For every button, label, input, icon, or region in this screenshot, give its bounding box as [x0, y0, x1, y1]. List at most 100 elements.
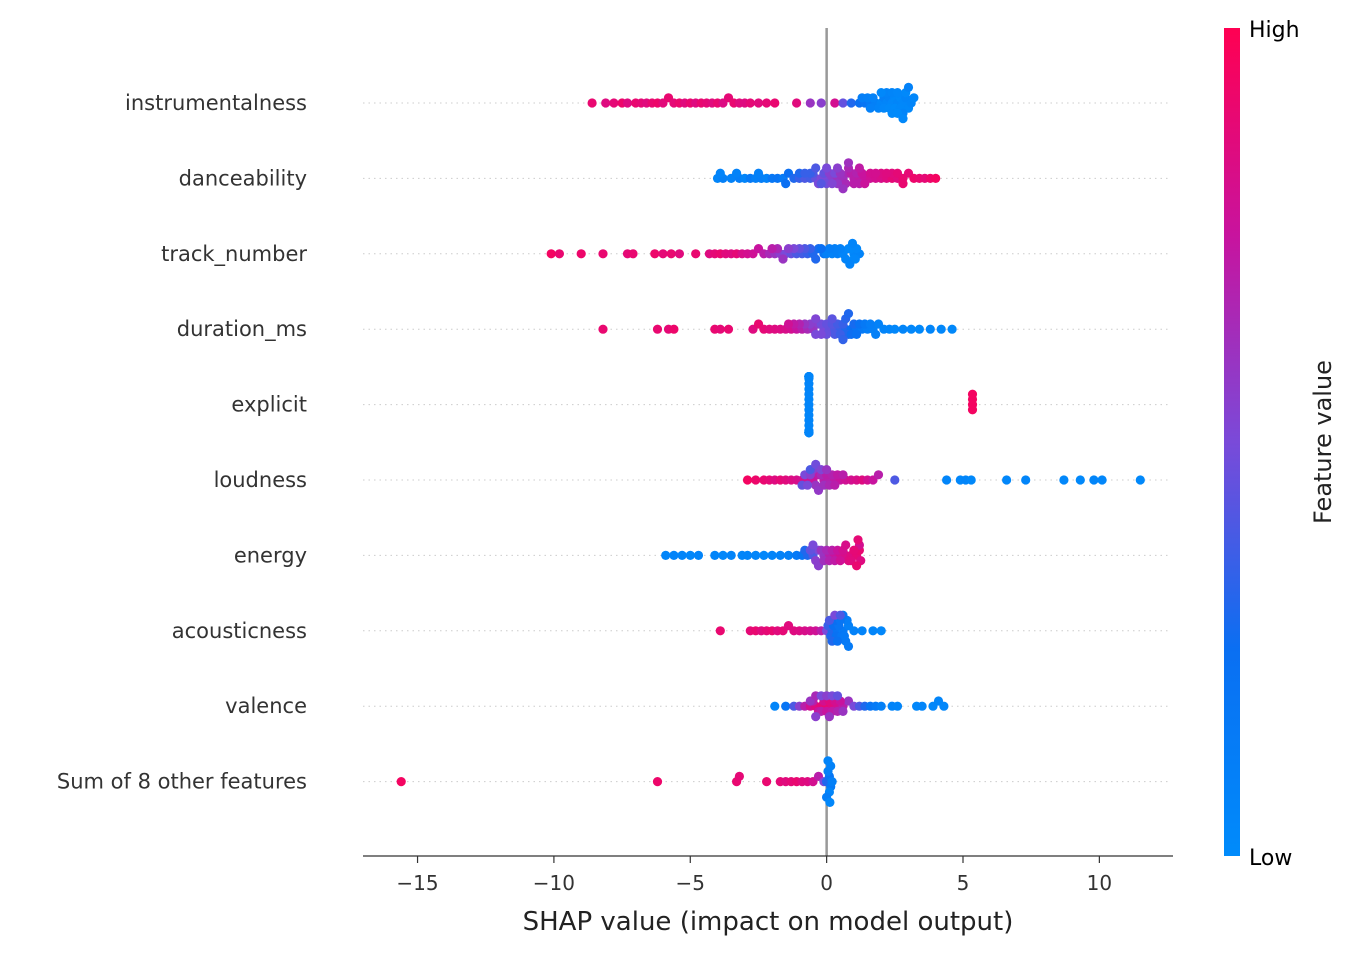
shap-point — [805, 98, 815, 108]
shap-point — [832, 691, 843, 701]
shap-point — [751, 550, 761, 561]
x-tick-label: 0 — [820, 871, 833, 895]
shap-point — [792, 98, 802, 108]
shap-point — [852, 561, 862, 571]
colorbar-title: Feature value — [1309, 360, 1337, 524]
shap-point — [1021, 475, 1031, 485]
shap-point — [811, 254, 821, 264]
shap-point — [925, 324, 935, 334]
shap-point — [849, 179, 859, 189]
shap-point — [1002, 475, 1012, 485]
shap-point — [658, 249, 668, 259]
shap-point — [853, 535, 863, 545]
shap-point — [726, 550, 736, 561]
shap-point — [745, 98, 755, 108]
shap-point — [751, 475, 761, 485]
shap-point — [802, 480, 813, 490]
shap-point — [827, 179, 837, 189]
shap-point — [966, 475, 976, 485]
shap-point — [832, 636, 843, 646]
x-axis-ticks: −15 −10 −5 0 5 10 — [396, 856, 1112, 895]
shap-point — [838, 98, 848, 108]
x-tick-label: 5 — [957, 871, 970, 895]
shap-point — [622, 98, 633, 108]
feature-label: loudness — [214, 468, 307, 492]
shap-point — [876, 88, 886, 98]
shap-point — [759, 550, 769, 561]
feature-label: acousticness — [172, 619, 307, 643]
shap-point — [906, 324, 916, 334]
feature-label: valence — [225, 694, 307, 718]
shap-point — [917, 701, 927, 711]
feature-labels: instrumentalness danceability track_number… — [57, 91, 307, 794]
shap-point — [890, 324, 900, 334]
colorbar-high-label: High — [1249, 18, 1300, 43]
shap-point — [650, 249, 660, 259]
shap-point — [830, 98, 840, 108]
shap-point — [804, 428, 814, 438]
shap-point — [892, 168, 903, 178]
shap-point — [762, 98, 772, 108]
shap-points — [396, 82, 1145, 808]
shap-point — [827, 777, 837, 787]
x-tick-label: −10 — [533, 871, 575, 895]
feature-row-gridlines — [363, 102, 1168, 783]
shap-point — [715, 626, 725, 636]
shap-point — [652, 324, 663, 334]
shap-point — [845, 259, 855, 269]
shap-point — [753, 98, 764, 108]
shap-point — [554, 249, 565, 259]
shap-point — [830, 480, 840, 490]
shap-point — [838, 706, 848, 717]
shap-point — [822, 465, 832, 475]
shap-point — [892, 701, 903, 711]
shap-point — [693, 550, 704, 561]
shap-point — [849, 545, 859, 555]
feature-label: instrumentalness — [125, 91, 307, 115]
shap-point — [691, 249, 701, 259]
shap-point — [710, 550, 720, 561]
shap-point — [734, 771, 745, 782]
shap-point — [838, 470, 848, 480]
feature-label: danceability — [179, 166, 307, 190]
shap-point — [876, 626, 886, 636]
shap-point — [811, 314, 821, 324]
shap-point — [942, 475, 952, 485]
shap-point — [868, 626, 878, 636]
colorbar — [1224, 28, 1240, 856]
shap-point — [931, 173, 941, 183]
shap-point — [715, 168, 725, 178]
shap-point — [669, 324, 679, 334]
shap-point — [865, 319, 875, 329]
shap-point — [546, 249, 556, 259]
shap-point — [1097, 475, 1107, 485]
shap-point — [876, 701, 886, 711]
shap-point — [838, 184, 848, 194]
shap-point — [835, 610, 845, 620]
shap-point — [598, 249, 608, 259]
shap-point — [767, 550, 777, 561]
shap-point — [882, 168, 892, 178]
feature-label: duration_ms — [177, 317, 307, 342]
shap-point — [892, 88, 903, 98]
shap-point — [1059, 475, 1069, 485]
shap-point — [781, 701, 791, 711]
feature-label: Sum of 8 other features — [57, 770, 307, 794]
shap-point — [865, 103, 875, 113]
shap-point — [652, 777, 663, 787]
shap-point — [914, 324, 925, 334]
shap-point — [846, 98, 856, 108]
shap-point — [723, 324, 734, 334]
colorbar-low-label: Low — [1249, 846, 1292, 871]
shap-point — [838, 335, 848, 345]
shap-point — [770, 98, 780, 108]
feature-label: explicit — [231, 393, 307, 417]
shap-point — [1089, 475, 1099, 485]
shap-point — [767, 244, 777, 254]
shap-point — [811, 163, 821, 173]
shap-point — [598, 324, 608, 334]
shap-point — [742, 475, 753, 485]
shap-point — [609, 98, 619, 108]
shap-point — [827, 314, 837, 324]
